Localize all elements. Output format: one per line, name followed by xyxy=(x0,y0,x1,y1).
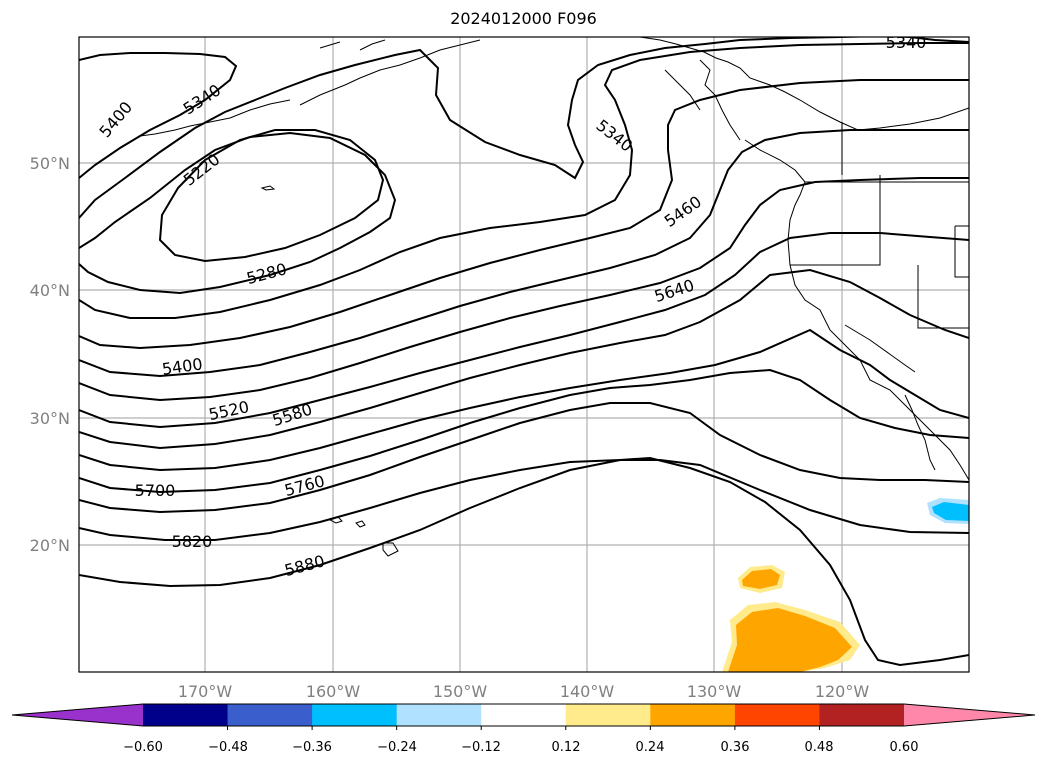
map-area xyxy=(79,37,969,672)
map-title: 2024012000 F096 xyxy=(450,9,597,28)
lon-label: 170°W xyxy=(178,682,233,701)
lon-label: 160°W xyxy=(306,682,361,701)
colorbar-segment xyxy=(396,704,482,726)
colorbar-segment xyxy=(650,704,736,726)
colorbar-extend-high xyxy=(904,704,1035,726)
lon-label: 130°W xyxy=(687,682,742,701)
colorbar-outline xyxy=(11,703,1036,727)
colorbar-tick-label: 0.12 xyxy=(552,740,581,755)
colorbar xyxy=(11,703,1036,730)
lon-label: 140°W xyxy=(560,682,615,701)
longitude-labels: 170°W 160°W 150°W 140°W 130°W 120°W xyxy=(178,682,870,701)
coastlines xyxy=(139,37,969,557)
colorbar-tick-label: −0.48 xyxy=(208,740,248,755)
colorbar-tick-label: 0.24 xyxy=(636,740,665,755)
colorbar-tick-label: 0.48 xyxy=(805,740,834,755)
height-contours xyxy=(79,37,969,667)
colorbar-segment xyxy=(227,704,313,726)
lon-label: 120°W xyxy=(815,682,870,701)
latitude-labels: 50°N 40°N 30°N 20°N xyxy=(30,154,70,555)
contour-label: 5340 xyxy=(886,33,927,52)
colorbar-tick-label: 0.36 xyxy=(721,740,750,755)
colorbar-tick-label: −0.12 xyxy=(461,740,501,755)
colorbar-segment xyxy=(481,704,567,726)
colorbar-extend-low xyxy=(12,704,143,726)
map-frame xyxy=(78,36,970,673)
lat-label: 40°N xyxy=(30,281,70,300)
colorbar-tick-label: 0.60 xyxy=(890,740,919,755)
colorbar-segment xyxy=(819,704,905,726)
colorbar-segment xyxy=(143,704,229,726)
lat-label: 50°N xyxy=(30,154,70,173)
colorbar-segment xyxy=(565,704,651,726)
gridlines xyxy=(79,37,969,672)
contour-label: 5820 xyxy=(172,532,213,551)
contour-label: 5700 xyxy=(135,481,176,500)
anomaly-shading xyxy=(722,498,969,672)
lon-label: 150°W xyxy=(433,682,488,701)
colorbar-tick-label: −0.24 xyxy=(377,740,417,755)
colorbar-tick-label: −0.36 xyxy=(292,740,332,755)
colorbar-tick-label: −0.60 xyxy=(123,740,163,755)
lat-label: 20°N xyxy=(30,536,70,555)
positive-anomaly-core xyxy=(728,608,852,672)
colorbar-segment xyxy=(312,704,398,726)
lat-label: 30°N xyxy=(30,409,70,428)
colorbar-segment xyxy=(734,704,820,726)
colorbar-ticks: −0.60 −0.48 −0.36 −0.24 −0.12 0.12 0.24 … xyxy=(123,740,918,755)
